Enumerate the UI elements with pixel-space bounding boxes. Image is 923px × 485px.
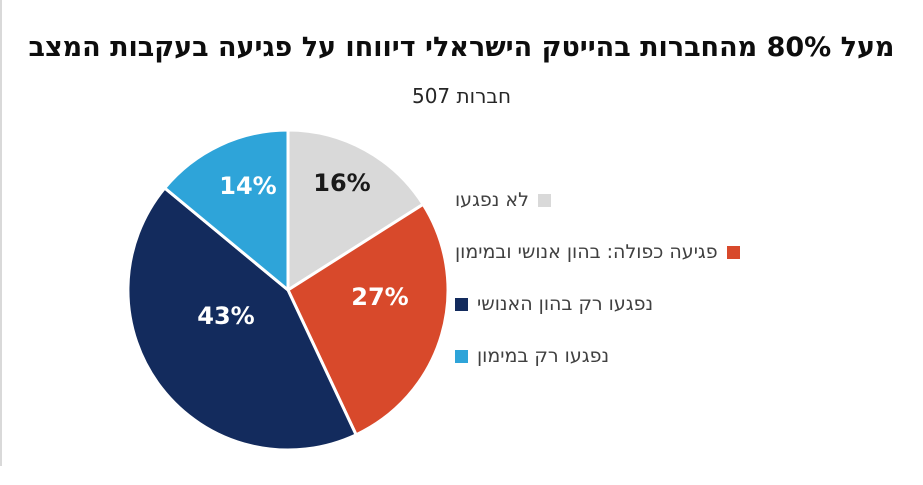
legend-item-not-harmed: לא נפגעו — [455, 186, 915, 214]
legend-item-funding-only: נפגעו רק במימון — [455, 342, 915, 370]
legend-label: נפגעו רק בהון האנושי — [477, 293, 654, 315]
legend: לא נפגעו פגיעה כפולה: בהון אנושי ובמימון… — [455, 186, 915, 394]
pie-label-43: 43% — [197, 302, 254, 330]
legend-item-double-harm: פגיעה כפולה: בהון אנושי ובמימון — [455, 238, 915, 266]
legend-swatch-gray-icon — [537, 193, 551, 207]
legend-swatch-orange-icon — [726, 245, 740, 259]
pie-label-16: 16% — [313, 169, 370, 197]
legend-label: פגיעה כפולה: בהון אנושי ובמימון — [455, 241, 718, 263]
pie-slice-not-harmed — [286, 128, 425, 292]
pie-slice-human-capital-only — [126, 186, 358, 452]
pie-label-27: 27% — [351, 283, 408, 311]
legend-swatch-cyan-icon — [455, 349, 468, 363]
legend-item-human-capital-only: נפגעו רק בהון האנושי — [455, 290, 915, 318]
legend-label: נפגעו רק במימון — [477, 345, 610, 367]
left-border-line — [0, 0, 2, 466]
chart-subtitle: 507 חברות — [411, 84, 512, 108]
pie-label-14: 14% — [219, 172, 276, 200]
pie-slice-double-harm — [286, 202, 450, 437]
legend-label: לא נפגעו — [455, 189, 529, 211]
pie-slice-funding-only — [163, 128, 290, 292]
legend-swatch-navy-icon — [455, 297, 468, 311]
chart-title: מעל 80% מהחברות בהייטק הישראלי דיווחו על… — [28, 32, 895, 63]
